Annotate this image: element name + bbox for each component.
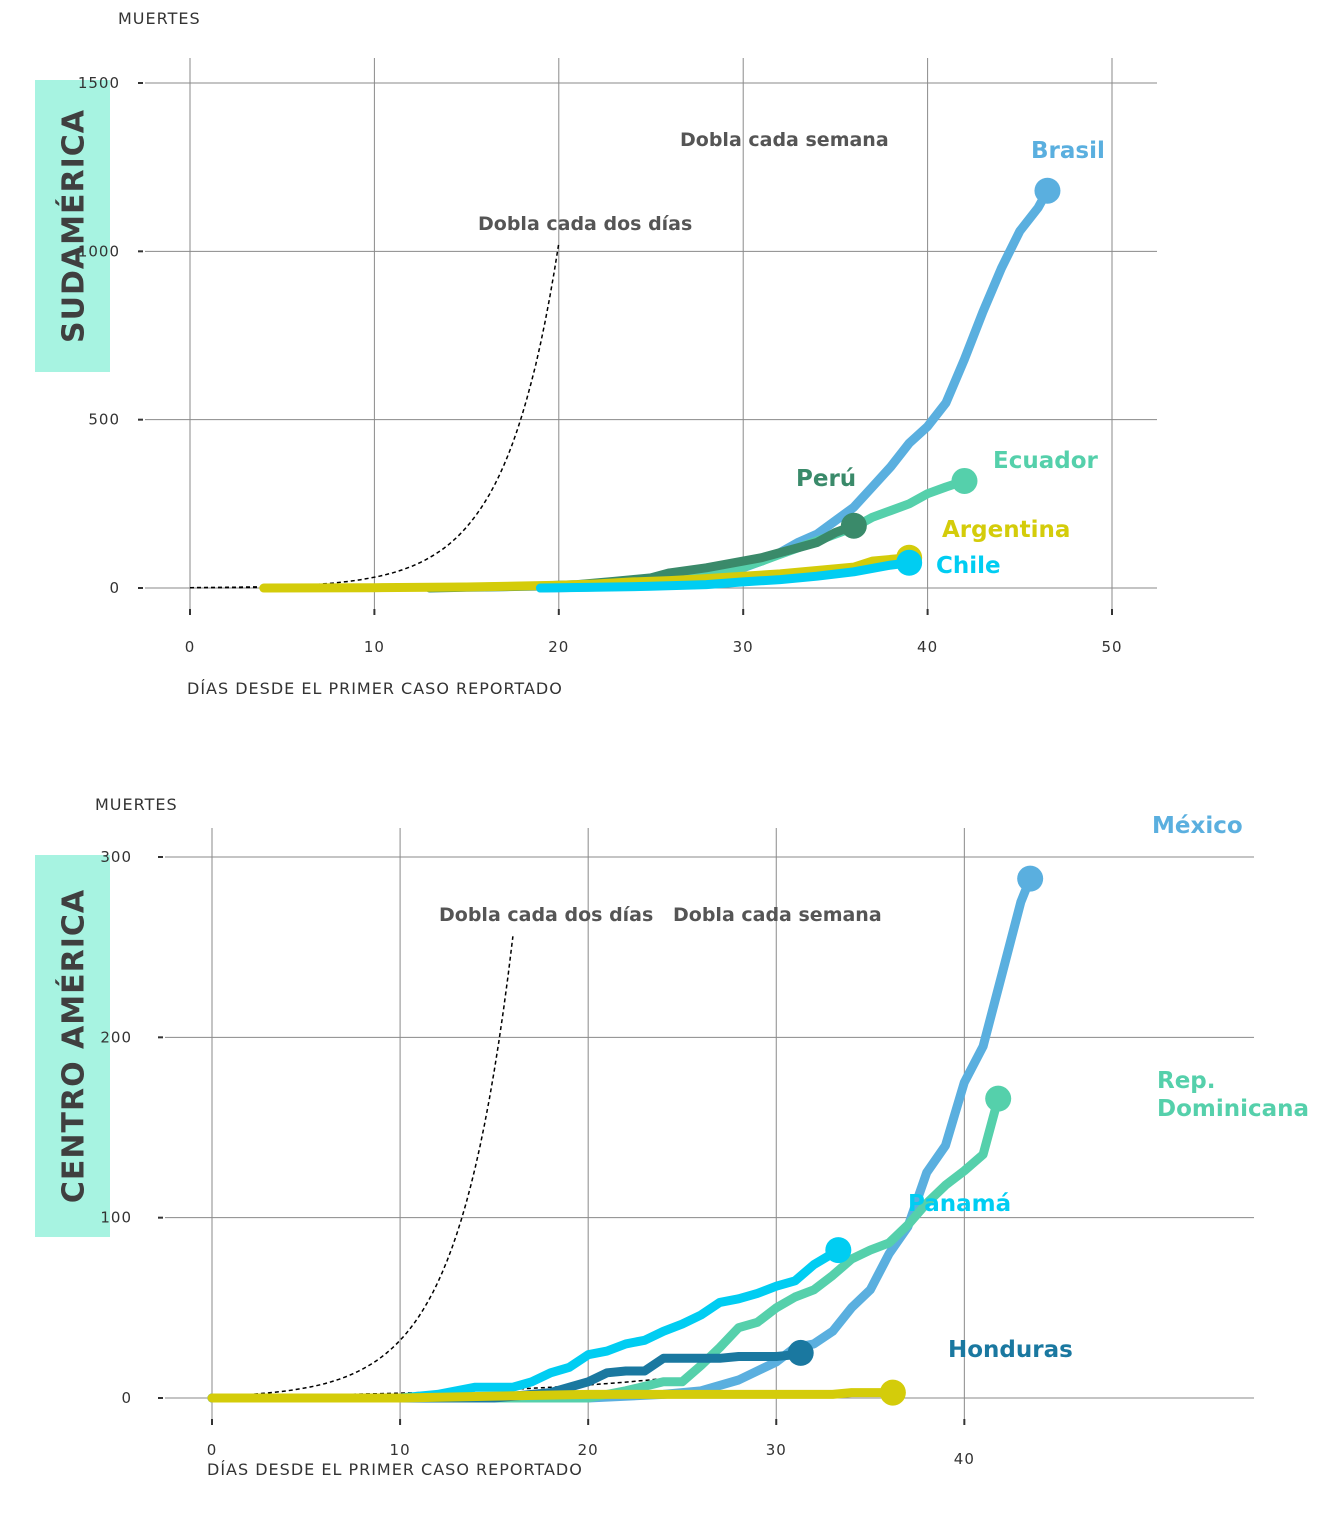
x-tick-label: 0 xyxy=(185,638,196,656)
y-tick-label: 0 xyxy=(109,579,120,597)
region-label: CENTRO AMÉRICA xyxy=(56,889,92,1203)
series-end-point xyxy=(787,1339,814,1366)
series-label: Ecuador xyxy=(993,448,1099,474)
series-line xyxy=(259,553,914,593)
series-end-point xyxy=(985,1085,1012,1112)
y-axis-title: MUERTES xyxy=(118,9,201,28)
chart-panel-1: SUDAMÉRICA 0 500 1000 1500 0 10 20 30 40 50 MUERTES… xyxy=(35,9,1157,698)
y-tick-label: 300 xyxy=(100,848,132,866)
y-tick-label: 100 xyxy=(100,1209,132,1227)
x-tick-label: 0 xyxy=(207,1441,218,1459)
series-label: Honduras xyxy=(948,1337,1073,1363)
series-label: Chile xyxy=(936,553,1001,579)
series-line xyxy=(207,1388,898,1403)
x-tick-label: 10 xyxy=(390,1441,411,1459)
x-tick-label: 30 xyxy=(733,638,754,656)
y-tick-label: 200 xyxy=(100,1028,132,1046)
reference-line xyxy=(211,936,514,1397)
x-tick-label: 40 xyxy=(917,638,938,656)
reference-line-label: Dobla cada dos días xyxy=(478,213,692,235)
series-end-point xyxy=(879,1379,906,1406)
region-band xyxy=(35,80,110,372)
series-end-point xyxy=(896,549,923,576)
x-tick-label: 20 xyxy=(548,638,569,656)
x-tick-label: 40 xyxy=(954,1450,975,1468)
series-line xyxy=(535,558,914,593)
y-tick-label: 1500 xyxy=(78,74,120,92)
region-label: SUDAMÉRICA xyxy=(56,109,92,343)
series-end-point xyxy=(1034,177,1061,204)
series-label: México xyxy=(1152,813,1243,839)
y-tick-label: 500 xyxy=(88,411,120,429)
series-end-point xyxy=(840,512,867,539)
x-axis-title: DÍAS DESDE EL PRIMER CASO REPORTADO xyxy=(207,1460,583,1479)
series-label: Rep. Dominicana xyxy=(1157,1068,1309,1122)
reference-line xyxy=(189,243,560,589)
y-axis-title: MUERTES xyxy=(95,795,178,814)
series-label: Argentina xyxy=(942,517,1070,543)
series-label-line: Dominicana xyxy=(1157,1096,1309,1122)
y-tick-label: 1000 xyxy=(78,242,120,260)
reference-line-label: Dobla cada semana xyxy=(680,129,889,151)
series-label-line: Rep. xyxy=(1157,1068,1216,1094)
series-end-point xyxy=(951,467,978,494)
series-line xyxy=(433,1094,1003,1403)
x-tick-label: 30 xyxy=(766,1441,787,1459)
series-label: Perú xyxy=(796,466,856,492)
chart-panel-2: CENTRO AMÉRICA 0 100 200 300 0 10 20 30 40 MUERTES… xyxy=(35,795,1309,1479)
series-line xyxy=(207,874,1035,1403)
region-band xyxy=(35,855,110,1237)
reference-line-label: Dobla cada dos días xyxy=(439,904,653,926)
x-tick-label: 10 xyxy=(364,638,385,656)
series-end-point xyxy=(1017,865,1044,892)
series-end-point xyxy=(825,1237,852,1264)
series-line xyxy=(207,1245,843,1403)
x-axis-title: DÍAS DESDE EL PRIMER CASO REPORTADO xyxy=(187,679,563,698)
x-tick-label: 50 xyxy=(1101,638,1122,656)
series-label: Brasil xyxy=(1031,138,1105,164)
y-tick-label: 0 xyxy=(121,1389,132,1407)
series-label: Panamá xyxy=(908,1191,1011,1217)
x-tick-label: 20 xyxy=(578,1441,599,1459)
reference-line-label: Dobla cada semana xyxy=(673,904,882,926)
